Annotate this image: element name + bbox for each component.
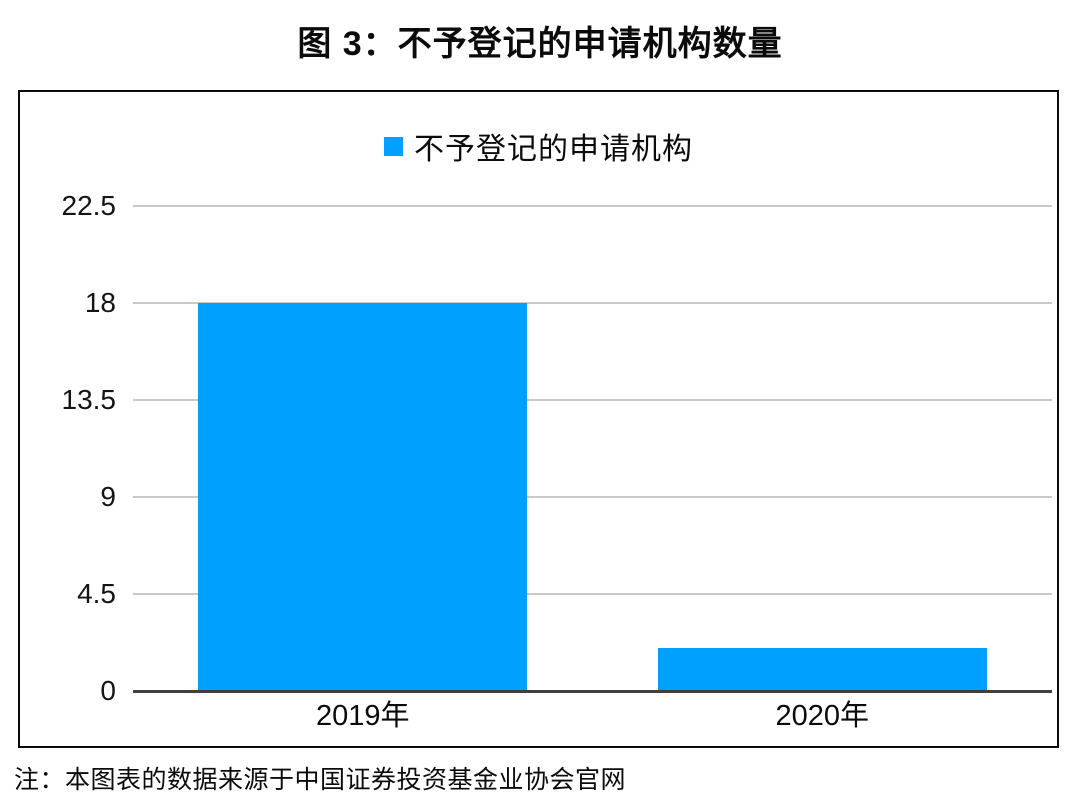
y-axis-tick-label: 9: [100, 481, 116, 512]
y-axis-tick-label: 4.5: [77, 578, 116, 609]
x-axis-tick-label: 2019年: [315, 700, 410, 732]
source-note: 注：本图表的数据来源于中国证券投资基金业协会官网: [14, 766, 627, 794]
plot-area: 0 4.5 9 13.5 18 22.5 2019年 2020年: [62, 192, 1052, 732]
figure-title: 图 3：不予登记的申请机构数量: [297, 25, 783, 63]
gridline: [133, 205, 1052, 207]
legend-label: 不予登记的申请机构: [414, 133, 693, 166]
y-axis-tick-label: 22.5: [61, 190, 117, 221]
legend-swatch-icon: [384, 136, 403, 156]
bar-2020年: [657, 647, 987, 691]
chart-legend: 不予登记的申请机构: [20, 124, 1057, 168]
x-axis-tick-label: 2020年: [775, 700, 869, 732]
gridline: [133, 302, 1052, 304]
x-axis-line: [133, 690, 1052, 693]
y-axis-tick-label: 18: [84, 287, 116, 318]
gridline: [133, 496, 1052, 498]
bar-2019年: [198, 303, 528, 691]
y-axis-tick-label: 0: [100, 675, 116, 706]
y-axis-tick-label: 13.5: [61, 384, 117, 415]
gridline: [133, 593, 1052, 595]
gridline: [133, 399, 1052, 401]
chart-frame: 不予登记的申请机构 0 4.5 9 13.5 18 22.5 2019年 2020年: [18, 90, 1059, 748]
